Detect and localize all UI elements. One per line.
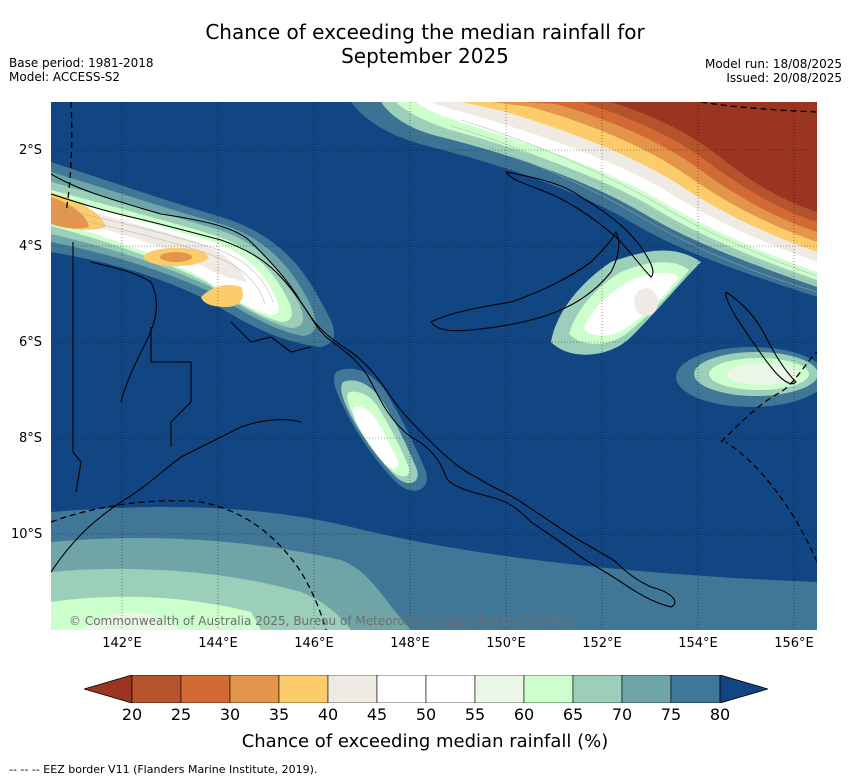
colorbar-tick-40: 40 (317, 705, 339, 724)
lon-label-154e: 154°E (678, 636, 718, 651)
new-britain (430, 231, 620, 332)
national-border (72, 242, 82, 493)
colorbar-bin-20-25 (131, 675, 182, 703)
colorbar-bin-30-35 (229, 675, 280, 703)
colorbar-tick-70: 70 (611, 705, 633, 724)
new-guinea-coast (51, 173, 676, 608)
fly-river-region (90, 261, 157, 403)
lon-label-144e: 144°E (198, 636, 238, 651)
model-name: Model: ACCESS-S2 (9, 70, 121, 84)
issued-date: Issued: 20/08/2025 (726, 71, 842, 85)
colorbar-bin-70-75 (621, 675, 672, 703)
colorbar-tick-60: 60 (513, 705, 535, 724)
colorbar-tick-65: 65 (562, 705, 584, 724)
lon-label-146e: 146°E (294, 636, 334, 651)
lat-label-2s: 2°S (19, 143, 43, 158)
metadata-right: Model run: 18/08/2025 Issued: 20/08/2025 (705, 57, 842, 85)
colorbar-tick-30: 30 (219, 705, 241, 724)
coastlines (51, 171, 797, 608)
colorbar-bin-40-45 (327, 675, 378, 703)
colorbar-bin-60-65 (523, 675, 574, 703)
eez-borders (51, 102, 817, 630)
colorbar-bin-45-50 (376, 675, 427, 703)
lat-label-10s: 10°S (11, 527, 43, 542)
title-line-2: September 2025 (341, 44, 509, 68)
colorbar-tick-45: 45 (366, 705, 388, 724)
copyright-notice: © Commonwealth of Australia 2025, Bureau… (69, 614, 575, 628)
colorbar-tick-35: 35 (268, 705, 290, 724)
south-band-55 (81, 612, 181, 630)
lon-label-152e: 152°E (582, 636, 622, 651)
owen-stanley-50 (352, 406, 399, 469)
lat-label-8s: 8°S (19, 431, 43, 446)
new-ireland (505, 171, 654, 278)
colorbar-tick-55: 55 (464, 705, 486, 724)
colorbar-high-extend (719, 675, 768, 703)
lon-label-156e: 156°E (774, 636, 814, 651)
colorbar-bin-25-30 (180, 675, 231, 703)
colorbar-bin-35-40 (278, 675, 329, 703)
bougainville (725, 291, 797, 385)
title-line-1: Chance of exceeding the median rainfall … (205, 20, 645, 44)
west-band-35 (51, 197, 89, 229)
colorbar-bin-65-70 (572, 675, 623, 703)
colorbar-tick-75: 75 (660, 705, 682, 724)
colorbar-tick-50: 50 (415, 705, 437, 724)
metadata-left: Base period: 1981-2018 Model: ACCESS-S2 (9, 56, 154, 84)
south-coast (51, 418, 302, 573)
base-period: Base period: 1981-2018 (9, 56, 154, 70)
ne-band-20 (591, 102, 817, 212)
rainfall-map (51, 102, 817, 630)
colorbar-bin-50-55 (425, 675, 476, 703)
east-tongue-45 (634, 288, 658, 316)
lon-label-142e: 142°E (102, 636, 142, 651)
model-run: Model run: 18/08/2025 (704, 57, 842, 71)
colorbar-tick-80: 80 (709, 705, 731, 724)
province-border-2 (230, 321, 312, 353)
contour-lines (51, 119, 817, 305)
lon-label-148e: 148°E (390, 636, 430, 651)
lat-label-4s: 4°S (19, 239, 43, 254)
lon-label-150e: 150°E (486, 636, 526, 651)
west-spot-35 (160, 252, 192, 262)
colorbar (84, 675, 768, 703)
colorbar-low-extend (84, 675, 133, 703)
colorbar-bin-75-80 (670, 675, 721, 703)
west-spot-40b (201, 285, 243, 307)
bougainville-60 (727, 363, 799, 385)
lat-label-6s: 6°S (19, 335, 43, 350)
eez-footnote: -- -- -- EEZ border V11 (Flanders Marine… (9, 763, 318, 776)
east-tongue-50 (583, 272, 679, 336)
colorbar-bin-55-60 (474, 675, 525, 703)
graticule (51, 102, 817, 630)
colorbar-tick-20: 20 (121, 705, 143, 724)
province-border-1 (150, 327, 192, 447)
colorbar-tick-25: 25 (170, 705, 192, 724)
map-title: Chance of exceeding the median rainfall … (0, 20, 850, 68)
colorbar-label: Chance of exceeding median rainfall (%) (241, 731, 609, 752)
